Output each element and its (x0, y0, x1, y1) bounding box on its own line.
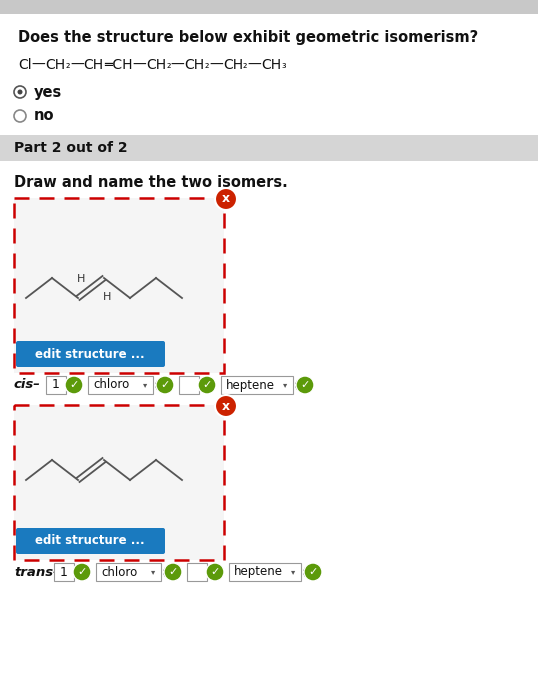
Text: ₂: ₂ (243, 60, 247, 70)
Text: CH: CH (146, 58, 166, 72)
Text: ✓: ✓ (69, 380, 79, 390)
Text: ₂: ₂ (166, 60, 171, 70)
FancyBboxPatch shape (88, 376, 153, 394)
Circle shape (304, 563, 322, 581)
Text: ═CH: ═CH (104, 58, 132, 72)
Text: ✓: ✓ (160, 380, 169, 390)
Text: CH: CH (84, 58, 104, 72)
Text: trans–: trans– (14, 566, 60, 578)
Text: ✓: ✓ (308, 567, 317, 577)
Text: —: — (209, 58, 223, 72)
Text: 1: 1 (60, 566, 68, 578)
Text: —: — (70, 58, 84, 72)
Text: edit structure ...: edit structure ... (35, 347, 145, 360)
Text: CH: CH (223, 58, 243, 72)
Circle shape (73, 563, 91, 581)
Text: ▾: ▾ (151, 568, 155, 577)
Circle shape (206, 563, 224, 581)
Text: CH: CH (261, 58, 281, 72)
FancyBboxPatch shape (14, 405, 224, 560)
FancyBboxPatch shape (46, 376, 66, 394)
Text: Draw and name the two isomers.: Draw and name the two isomers. (14, 175, 288, 190)
Text: ▾: ▾ (283, 381, 287, 389)
FancyBboxPatch shape (187, 563, 207, 581)
Circle shape (156, 376, 174, 394)
Text: ₃: ₃ (281, 60, 286, 70)
FancyBboxPatch shape (229, 563, 301, 581)
Text: ▾: ▾ (163, 572, 166, 578)
Circle shape (14, 110, 26, 122)
Circle shape (18, 90, 23, 95)
Text: ▴: ▴ (155, 379, 159, 385)
Text: Part 2 out of 2: Part 2 out of 2 (14, 141, 128, 155)
Text: ▾: ▾ (291, 568, 295, 577)
FancyBboxPatch shape (179, 376, 199, 394)
Text: cis–: cis– (14, 379, 41, 391)
Text: ✓: ✓ (202, 380, 211, 390)
Text: ▾: ▾ (143, 381, 147, 389)
Text: ✓: ✓ (77, 567, 87, 577)
Text: ✓: ✓ (210, 567, 220, 577)
Text: heptene: heptene (234, 566, 283, 578)
Text: ₂: ₂ (66, 60, 70, 70)
Text: Cl: Cl (18, 58, 32, 72)
Text: ▴: ▴ (163, 566, 166, 572)
Text: edit structure ...: edit structure ... (35, 535, 145, 547)
Text: yes: yes (34, 85, 62, 99)
Text: ₂: ₂ (204, 60, 209, 70)
Text: heptene: heptene (226, 379, 275, 391)
Circle shape (296, 376, 314, 394)
FancyBboxPatch shape (14, 198, 224, 373)
Text: ✓: ✓ (300, 380, 310, 390)
Text: H: H (77, 274, 85, 284)
FancyBboxPatch shape (16, 528, 165, 554)
Text: Does the structure below exhibit geometric isomerism?: Does the structure below exhibit geometr… (18, 30, 478, 45)
Text: H: H (103, 292, 111, 302)
Circle shape (215, 395, 237, 417)
Circle shape (198, 376, 216, 394)
Text: chloro: chloro (101, 566, 137, 578)
Circle shape (164, 563, 182, 581)
FancyBboxPatch shape (16, 341, 165, 367)
Text: x: x (222, 400, 230, 412)
Text: 1: 1 (52, 379, 60, 391)
FancyBboxPatch shape (0, 135, 538, 161)
FancyBboxPatch shape (54, 563, 74, 581)
Text: x: x (222, 193, 230, 206)
Circle shape (65, 376, 83, 394)
Text: —: — (171, 58, 185, 72)
FancyBboxPatch shape (96, 563, 161, 581)
Text: ▴: ▴ (295, 379, 299, 385)
Text: CH: CH (185, 58, 204, 72)
Text: no: no (34, 108, 54, 123)
Circle shape (14, 86, 26, 98)
Circle shape (215, 188, 237, 210)
Text: ▴: ▴ (303, 566, 307, 572)
Text: ✓: ✓ (168, 567, 178, 577)
Text: ▾: ▾ (295, 385, 299, 391)
Text: ▾: ▾ (155, 385, 159, 391)
Text: ▾: ▾ (303, 572, 307, 578)
Text: —: — (247, 58, 261, 72)
Text: CH: CH (45, 58, 66, 72)
FancyBboxPatch shape (0, 0, 538, 14)
Text: —: — (132, 58, 146, 72)
Text: —: — (32, 58, 45, 72)
Text: chloro: chloro (93, 379, 129, 391)
FancyBboxPatch shape (221, 376, 293, 394)
